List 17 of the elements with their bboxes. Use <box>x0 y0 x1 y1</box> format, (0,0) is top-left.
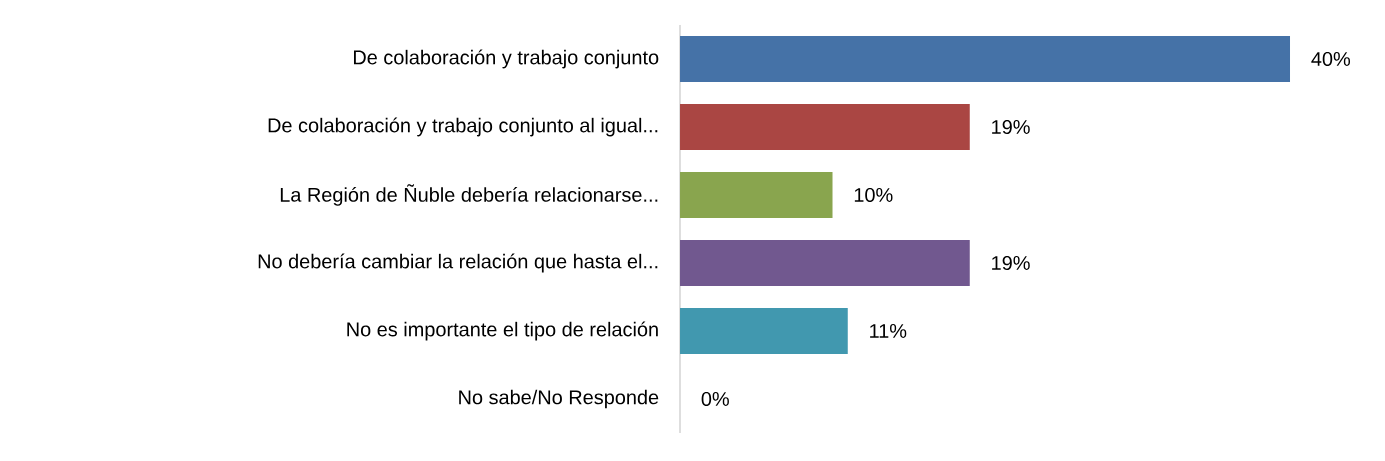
bar <box>680 36 1291 82</box>
data-label: 0% <box>701 391 729 407</box>
y-tick-label: La Región de Ñuble debería relacionarse... <box>280 184 658 206</box>
y-tick-label: De colaboración y trabajo conjunto <box>353 49 659 69</box>
y-tick-label: No sabe/No Responde <box>459 389 659 409</box>
data-label: 19% <box>992 119 1030 135</box>
bar <box>680 103 970 150</box>
bar <box>680 307 848 354</box>
y-tick-label: No es importante el tipo de relación <box>347 321 658 341</box>
y-tick-label: No debería cambiar la relación que hasta el... <box>258 253 658 273</box>
y-tick-label: De colaboración y trabajo conjunto al igual... <box>268 117 658 137</box>
bar <box>680 171 833 218</box>
data-label: 40% <box>1311 51 1351 67</box>
data-label: 19% <box>992 255 1030 271</box>
bar <box>680 239 970 286</box>
data-label: 10% <box>854 187 893 203</box>
data-label: 11% <box>870 324 907 338</box>
